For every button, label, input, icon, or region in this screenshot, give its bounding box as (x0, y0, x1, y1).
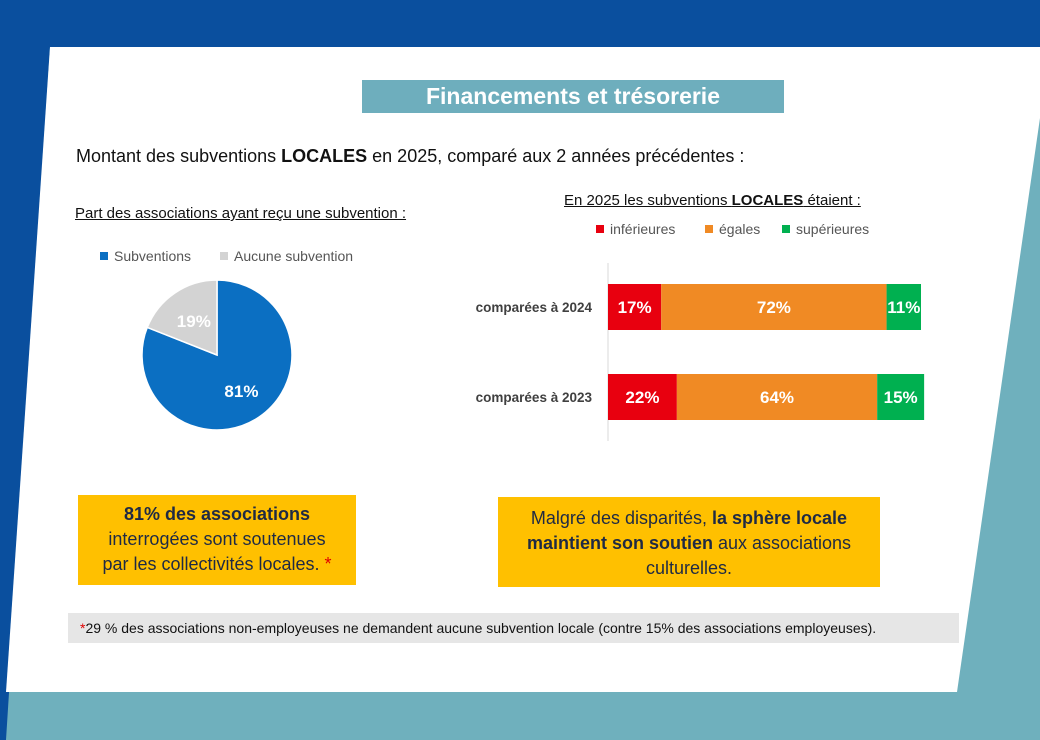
bar-value-label: 17% (618, 298, 652, 317)
callout-right-part2: la sphère locale (712, 508, 848, 528)
bar-category-label: comparées à 2024 (476, 300, 593, 315)
callout-left: 81% des associations interrogées sont so… (78, 495, 356, 585)
bar-legend-egales: égales (705, 221, 760, 237)
callout-right-part1: Malgré des disparités, (530, 508, 712, 528)
callout-right: Malgré des disparités, la sphère locale … (498, 497, 880, 587)
bar-segment (608, 374, 677, 420)
callout-left-line2: interrogées sont soutenues (108, 529, 326, 549)
callout-right-part4: aux associations (712, 533, 852, 553)
legend-swatch-inferieures (596, 225, 604, 233)
main-subtitle: Montant des subventions LOCALES en 2025,… (76, 146, 744, 167)
bar-segment (877, 374, 925, 420)
pie-chart-title: Part des associations ayant reçu une sub… (75, 205, 407, 222)
bar-chart-title: En 2025 les subventions LOCALES étaient … (564, 192, 861, 209)
pie-legend-subventions: Subventions (100, 248, 191, 264)
legend-swatch-subventions (100, 252, 108, 260)
bar-category-label: comparées à 2023 (476, 390, 593, 405)
legend-label-subventions: Subventions (114, 248, 192, 264)
bar-value-label: 64% (760, 388, 794, 407)
legend-swatch-aucune (220, 252, 228, 260)
stacked-bar-chart: comparées à 2024 17% 72% 11% comparées à 202… (476, 263, 925, 441)
legend-swatch-egales (705, 225, 713, 233)
bar-value-label: 22% (625, 388, 659, 407)
bar-segment (661, 284, 887, 330)
bar-value-label: 15% (884, 388, 918, 407)
bar-title-suffix: étaient : (803, 192, 861, 209)
bar-segment (886, 284, 921, 330)
legend-swatch-superieures (782, 225, 790, 233)
callout-left-star: * (324, 554, 332, 574)
footnote-star: * (80, 620, 86, 636)
bar-value-label: 11% (887, 298, 920, 317)
pie-label-subventions: 81% (224, 382, 258, 401)
legend-label-egales: égales (719, 221, 761, 237)
callout-right-part3: maintient son soutien (526, 533, 713, 553)
page-title: Financements et trésorerie (362, 80, 784, 113)
bar-legend-inferieures: inférieures (596, 221, 675, 237)
callout-right-part5: culturelles. (645, 558, 733, 578)
bar-title-prefix: En 2025 les subventions (564, 192, 732, 209)
bar-segment (676, 374, 878, 420)
bar-legend-superieures: supérieures (782, 221, 869, 237)
bar-value-label: 72% (757, 298, 791, 317)
pie-chart: 81% 19% (141, 279, 293, 431)
footnote-text: 29 % des associations non-employeuses ne… (85, 620, 877, 636)
legend-label-aucune: Aucune subvention (234, 248, 354, 264)
bar-segment (608, 284, 662, 330)
callout-left-line3: par les collectivités locales. (102, 554, 320, 574)
callout-left-line1: 81% des associations (123, 504, 311, 524)
legend-label-superieures: supérieures (796, 221, 870, 237)
bar-title-emphasis: LOCALES (731, 192, 804, 209)
subtitle-prefix: Montant des subventions (76, 146, 282, 166)
pie-slice-subventions (141, 279, 293, 431)
pie-legend-aucune: Aucune subvention (220, 248, 353, 264)
subtitle-emphasis: LOCALES (281, 146, 368, 166)
legend-label-inferieures: inférieures (610, 221, 676, 237)
footnote: *29 % des associations non-employeuses n… (68, 613, 959, 643)
pie-label-aucune-subvention: 19% (177, 312, 211, 331)
subtitle-suffix: en 2025, comparé aux 2 années précédente… (367, 146, 745, 166)
pie-slice-aucune-subvention (146, 279, 218, 357)
blue-frame-top (0, 0, 1040, 47)
